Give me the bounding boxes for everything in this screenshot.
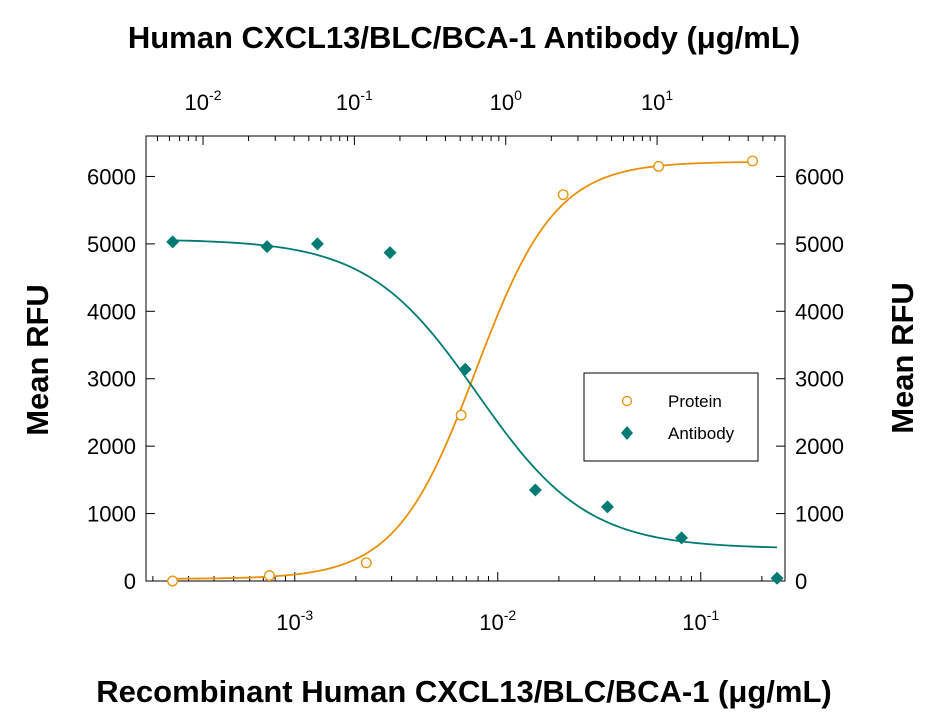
y-axis-label-right: Mean RFU [885, 282, 920, 434]
data-point-protein [167, 575, 178, 587]
x-tick-label: 10-3 [276, 607, 313, 635]
curves-layer [172, 161, 778, 580]
x-axis-label: Recombinant Human CXCL13/BLC/BCA-1 (μg/m… [96, 674, 831, 709]
data-point-protein [263, 570, 275, 582]
y-tick-label-left: 5000 [87, 232, 136, 257]
y-tick-label-left: 4000 [87, 299, 136, 324]
y-tick-label-left: 0 [124, 569, 136, 594]
y-axis-label-left: Mean RFU [20, 284, 55, 436]
x-tick-label: 10-1 [682, 607, 719, 635]
x2-tick-label: 10-1 [336, 87, 373, 115]
y-tick-label-left: 6000 [87, 164, 136, 189]
x2-tick-label: 101 [641, 87, 673, 115]
data-point-antibody [528, 483, 542, 497]
legend-label-protein: Protein [668, 392, 722, 411]
y-tick-label-left: 2000 [87, 434, 136, 459]
data-point-antibody [166, 235, 180, 249]
x-tick-label: 10-2 [479, 607, 516, 635]
data-point-antibody [770, 571, 784, 585]
legend-box [583, 372, 759, 462]
legend-label-antibody: Antibody [668, 424, 735, 443]
data-point-antibody [260, 240, 274, 254]
legend-marker-antibody [621, 426, 633, 440]
points-layer [166, 155, 784, 587]
x2-tick-label: 10-2 [185, 87, 222, 115]
y-tick-label-right: 1000 [795, 502, 844, 527]
y-tick-label-right: 2000 [795, 434, 844, 459]
y-tick-label-left: 3000 [87, 367, 136, 392]
data-point-protein [455, 409, 467, 421]
y-tick-label-left: 1000 [87, 502, 136, 527]
legend-marker-protein [621, 395, 633, 407]
data-point-protein [557, 189, 569, 201]
data-point-protein [653, 160, 665, 172]
plot-frame [145, 135, 786, 582]
chart-title: Human CXCL13/BLC/BCA-1 Antibody (μg/mL) [128, 20, 800, 55]
data-point-protein [360, 557, 372, 569]
data-point-antibody [458, 362, 472, 376]
data-point-antibody [310, 237, 324, 251]
y-tick-label-right: 5000 [795, 232, 844, 257]
y-tick-label-right: 4000 [795, 299, 844, 324]
x2-tick-label: 100 [490, 87, 522, 115]
legend: Protein Antibody [583, 372, 759, 462]
y-tick-label-right: 3000 [795, 367, 844, 392]
data-point-protein [747, 155, 759, 167]
y-tick-label-right: 0 [795, 569, 807, 594]
data-point-antibody [383, 246, 397, 260]
data-point-antibody [600, 500, 614, 514]
y-tick-label-right: 6000 [795, 164, 844, 189]
data-point-antibody [675, 531, 689, 545]
axes-layer: 0 0 1000 1000 2000 2000 3000 3000 4000 4000 5000 50… [87, 87, 844, 635]
